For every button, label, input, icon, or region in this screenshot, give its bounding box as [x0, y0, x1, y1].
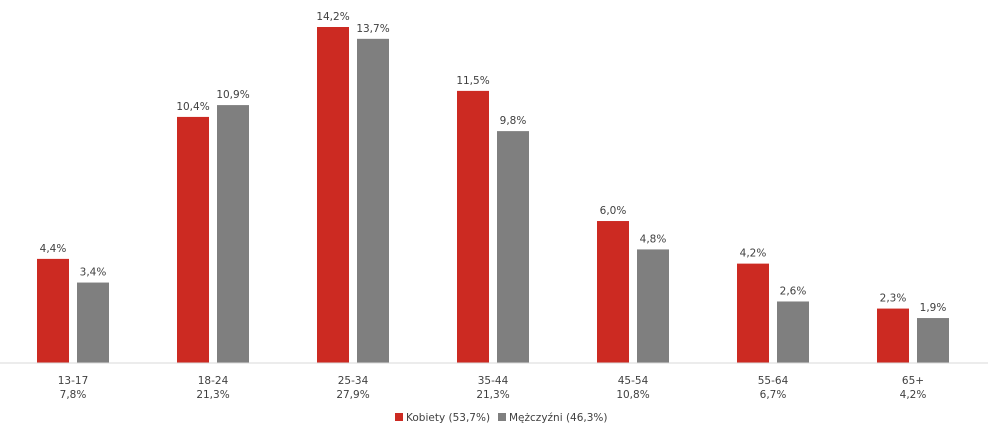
bar-kobiety-25-34 — [317, 27, 349, 363]
x-tick-total: 4,2% — [900, 389, 927, 401]
x-tick-label: 45-54 — [618, 375, 649, 387]
x-axis-ticks: 13-17 7,8% 18-24 21,3% 25-34 27,9% 35-44 21,3% 4… — [58, 375, 927, 401]
bar-mezczyzni-13-17 — [77, 282, 109, 363]
x-tick-total: 7,8% — [60, 389, 87, 401]
data-label-kobiety-35-44: 11,5% — [456, 75, 489, 87]
data-label-mezczyzni-45-54: 4,8% — [640, 233, 667, 245]
x-tick-label: 65+ — [902, 375, 924, 387]
data-label-mezczyzni-55-64: 2,6% — [780, 285, 807, 297]
data-labels-layer: 4,4% 3,4% 10,4% 10,9% 14,2% 13,7% 11,5% 9,8% 6,0… — [40, 11, 947, 314]
bar-kobiety-55-64 — [737, 263, 769, 363]
x-tick-total: 27,9% — [336, 389, 369, 401]
bar-kobiety-65+ — [877, 308, 909, 363]
bar-mezczyzni-55-64 — [777, 301, 809, 363]
data-label-kobiety-55-64: 4,2% — [740, 248, 767, 260]
legend-label-kobiety: Kobiety (53,7%) — [406, 412, 490, 424]
bar-mezczyzni-65+ — [917, 318, 949, 363]
x-tick-label: 18-24 — [198, 375, 229, 387]
legend: Kobiety (53,7%) Mężczyźni (46,3%) — [395, 412, 608, 424]
bar-mezczyzni-45-54 — [637, 249, 669, 363]
bar-kobiety-18-24 — [177, 116, 209, 363]
x-tick-total: 21,3% — [196, 389, 229, 401]
data-label-mezczyzni-25-34: 13,7% — [356, 23, 389, 35]
bars-layer — [37, 27, 949, 364]
bar-mezczyzni-18-24 — [217, 105, 249, 364]
bar-mezczyzni-25-34 — [357, 38, 389, 363]
data-label-kobiety-25-34: 14,2% — [316, 11, 349, 23]
legend-label-mezczyzni: Mężczyźni (46,3%) — [509, 412, 608, 424]
legend-swatch-kobiety — [395, 413, 403, 421]
x-tick-label: 55-64 — [758, 375, 789, 387]
data-label-kobiety-65+: 2,3% — [880, 293, 907, 305]
x-tick-label: 25-34 — [338, 375, 369, 387]
bar-kobiety-13-17 — [37, 258, 69, 363]
bar-mezczyzni-35-44 — [497, 131, 529, 363]
data-label-kobiety-18-24: 10,4% — [176, 101, 209, 113]
bar-kobiety-45-54 — [597, 221, 629, 363]
x-tick-total: 10,8% — [616, 389, 649, 401]
data-label-mezczyzni-65+: 1,9% — [920, 302, 947, 314]
data-label-mezczyzni-18-24: 10,9% — [216, 89, 249, 101]
legend-swatch-mezczyzni — [498, 413, 506, 421]
data-label-mezczyzni-35-44: 9,8% — [500, 115, 527, 127]
data-label-kobiety-45-54: 6,0% — [600, 205, 627, 217]
x-tick-total: 21,3% — [476, 389, 509, 401]
data-label-mezczyzni-13-17: 3,4% — [80, 267, 107, 279]
x-tick-label: 35-44 — [478, 375, 509, 387]
data-label-kobiety-13-17: 4,4% — [40, 243, 67, 255]
x-tick-total: 6,7% — [760, 389, 787, 401]
x-tick-label: 13-17 — [58, 375, 89, 387]
bar-kobiety-35-44 — [457, 90, 489, 363]
